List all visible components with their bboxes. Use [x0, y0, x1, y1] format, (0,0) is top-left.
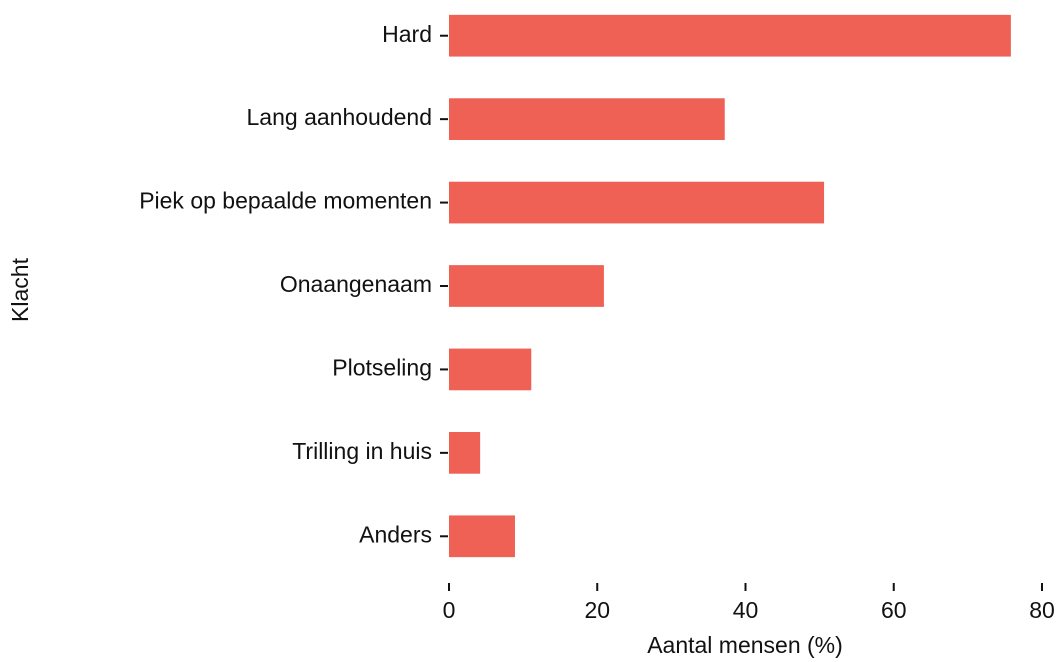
y-tick-label: Trilling in huis	[292, 438, 432, 464]
x-axis-title: Aantal mensen (%)	[647, 632, 843, 658]
y-tick-label: Plotseling	[332, 355, 432, 381]
bar	[449, 432, 481, 474]
bar	[449, 348, 532, 391]
bar	[449, 14, 1011, 57]
x-tick-label: 40	[733, 597, 759, 623]
y-tick-label: Hard	[382, 21, 432, 47]
bar	[449, 181, 825, 224]
y-tick-label: Anders	[359, 521, 432, 547]
x-tick-label: 60	[881, 597, 907, 623]
y-tick-label: Piek op bepaalde momenten	[139, 188, 432, 214]
x-tick-label: 0	[443, 597, 456, 623]
y-tick-label: Onaangenaam	[280, 271, 432, 297]
bar	[449, 515, 515, 558]
bar	[449, 98, 725, 140]
x-tick-label: 20	[584, 597, 610, 623]
y-axis-title: Klacht	[7, 257, 33, 322]
y-tick-label: Lang aanhoudend	[247, 104, 432, 130]
x-tick-label: 80	[1029, 597, 1055, 623]
bar	[449, 265, 604, 307]
